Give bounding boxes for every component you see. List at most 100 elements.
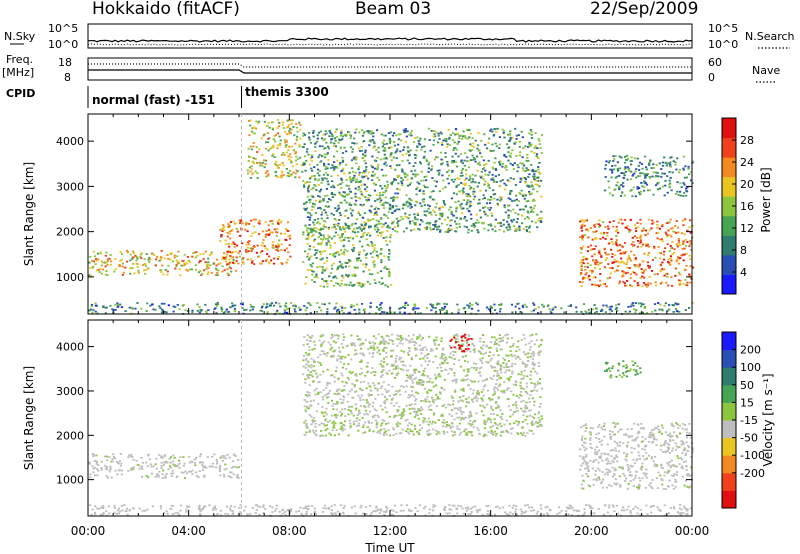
- data-cell: [422, 201, 425, 203]
- data-cell: [684, 176, 687, 179]
- data-cell: [94, 263, 97, 265]
- data-cell: [377, 207, 380, 210]
- data-cell: [404, 176, 407, 178]
- data-cell: [295, 155, 298, 158]
- data-cell: [472, 198, 475, 201]
- data-cell: [621, 246, 624, 248]
- data-cell: [516, 355, 519, 358]
- data-cell: [355, 373, 358, 375]
- nsky-series: [88, 37, 693, 43]
- data-cell: [507, 216, 510, 219]
- data-cell: [249, 177, 252, 179]
- data-cell: [204, 303, 207, 306]
- data-cell: [406, 304, 409, 306]
- data-cell: [214, 307, 217, 310]
- data-cell: [479, 351, 482, 353]
- data-cell: [471, 173, 474, 176]
- data-cell: [611, 253, 614, 255]
- data-cell: [465, 192, 468, 195]
- data-cell: [268, 255, 271, 258]
- data-cell: [626, 261, 629, 263]
- data-cell: [634, 311, 637, 314]
- data-cell: [283, 249, 286, 252]
- data-cell: [407, 354, 410, 356]
- data-cell: [392, 196, 395, 199]
- data-cell: [312, 206, 315, 209]
- data-cell: [321, 395, 324, 398]
- data-cell: [669, 163, 672, 166]
- data-cell: [415, 154, 418, 157]
- data-cell: [518, 146, 521, 148]
- data-cell: [274, 140, 277, 143]
- data-cell: [218, 470, 222, 472]
- data-cell: [580, 251, 583, 254]
- data-cell: [677, 239, 681, 242]
- data-cell: [689, 219, 692, 222]
- data-cell: [328, 236, 331, 239]
- data-cell: [361, 352, 364, 355]
- data-cell: [425, 179, 428, 182]
- data-cell: [450, 197, 454, 200]
- data-cell: [323, 340, 326, 343]
- data-cell: [654, 256, 657, 259]
- data-cell: [626, 271, 629, 274]
- data-cell: [341, 309, 344, 312]
- data-cell: [465, 177, 468, 180]
- data-cell: [423, 155, 426, 158]
- data-cell: [256, 177, 259, 179]
- data-cell: [322, 225, 325, 228]
- data-cell: [130, 455, 133, 458]
- data-cell: [222, 311, 226, 314]
- data-cell: [505, 226, 508, 229]
- data-cell: [522, 228, 525, 230]
- data-cell: [648, 177, 652, 179]
- data-cell: [492, 375, 495, 377]
- data-cell: [129, 253, 132, 256]
- data-cell: [380, 277, 383, 280]
- data-cell: [629, 229, 632, 232]
- data-cell: [408, 347, 411, 349]
- data-cell: [511, 311, 514, 314]
- data-cell: [278, 302, 281, 305]
- data-cell: [469, 150, 472, 152]
- data-cell: [277, 125, 281, 128]
- data-cell: [407, 369, 410, 372]
- data-cell: [348, 203, 351, 206]
- data-cell: [183, 462, 186, 465]
- data-cell: [658, 162, 661, 165]
- data-cell: [261, 242, 264, 244]
- data-cell: [604, 259, 607, 261]
- data-cell: [682, 167, 685, 170]
- data-cell: [453, 431, 456, 433]
- data-cell: [648, 276, 651, 278]
- nsky-label: N.Sky: [4, 30, 36, 43]
- data-cell: [624, 250, 628, 253]
- data-cell: [628, 257, 631, 260]
- data-cell: [390, 339, 393, 342]
- data-cell: [288, 244, 291, 246]
- data-cell: [514, 384, 517, 386]
- data-cell: [524, 180, 527, 183]
- data-cell: [348, 370, 351, 373]
- data-cell: [518, 192, 521, 194]
- data-cell: [359, 150, 362, 152]
- data-cell: [286, 133, 289, 136]
- data-cell: [516, 346, 519, 348]
- data-cell: [514, 184, 517, 186]
- data-cell: [679, 194, 682, 197]
- data-cell: [451, 171, 454, 173]
- data-cell: [585, 219, 588, 222]
- data-cell: [501, 179, 504, 181]
- data-cell: [671, 241, 674, 243]
- data-cell: [233, 243, 236, 245]
- data-cell: [95, 259, 98, 262]
- data-cell: [634, 265, 637, 268]
- data-cell: [349, 236, 352, 239]
- data-cell: [194, 458, 197, 461]
- data-cell: [308, 136, 311, 139]
- data-cell: [289, 132, 292, 134]
- data-cell: [462, 307, 465, 310]
- data-cell: [169, 466, 172, 469]
- data-cell: [594, 231, 597, 233]
- data-cell: [292, 304, 295, 307]
